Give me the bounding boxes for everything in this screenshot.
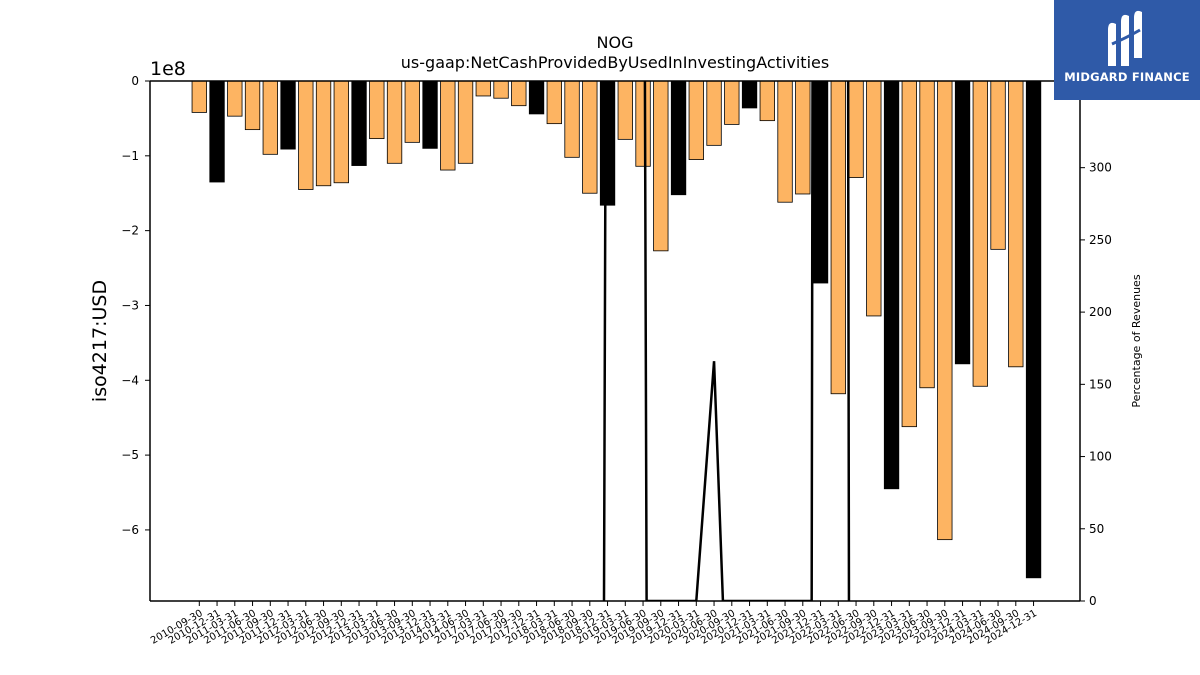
axes: 0−1−2−3−4−5−60501001502002503002010-09-3… <box>121 74 1112 647</box>
y-axis-label: iso4217:USD <box>89 280 111 402</box>
bar <box>440 80 456 171</box>
bar <box>919 80 935 389</box>
y-tick-label: 0 <box>131 74 139 88</box>
bar <box>617 80 633 140</box>
y-tick-label: −4 <box>121 373 139 387</box>
bar <box>937 80 953 541</box>
bar <box>741 80 758 109</box>
bar <box>386 80 403 164</box>
bar <box>262 80 278 155</box>
y2-tick-label: 50 <box>1089 522 1104 536</box>
bar <box>546 80 562 125</box>
line-series <box>602 81 851 601</box>
y2-tick-label: 200 <box>1089 305 1112 319</box>
bar <box>812 80 829 284</box>
bar <box>351 80 367 166</box>
bar <box>635 80 651 167</box>
bar <box>670 80 687 196</box>
y-tick-label: −6 <box>121 523 139 537</box>
bar <box>298 80 314 190</box>
y2-tick-label: 0 <box>1089 594 1097 608</box>
bar <box>457 80 474 164</box>
bar <box>848 80 864 178</box>
bar <box>599 80 616 206</box>
bar <box>1008 80 1024 368</box>
y2-tick-label: 100 <box>1089 450 1112 464</box>
y2-tick-label: 250 <box>1089 233 1112 247</box>
bar <box>866 80 882 317</box>
bar <box>1025 80 1042 579</box>
bar <box>511 80 527 107</box>
bar <box>244 80 261 131</box>
y-tick-label: −5 <box>121 448 139 462</box>
bar <box>564 80 580 158</box>
bar <box>528 80 545 115</box>
bar <box>582 80 598 194</box>
bar <box>191 80 207 113</box>
brand-logo: MIDGARD FINANCE <box>1054 0 1200 100</box>
chart-subtitle: us-gaap:NetCashProvidedByUsedInInvesting… <box>401 53 829 72</box>
bar <box>795 80 811 195</box>
logo-text: MIDGARD FINANCE <box>1064 70 1190 84</box>
y2-tick-label: 300 <box>1089 161 1112 175</box>
bar <box>227 80 243 117</box>
bar <box>653 80 669 252</box>
chart-title: NOG <box>597 33 634 52</box>
bar <box>724 80 740 125</box>
y-tick-label: −3 <box>121 298 139 312</box>
y2-tick-label: 150 <box>1089 377 1112 391</box>
bar <box>990 80 1006 250</box>
bar <box>404 80 420 143</box>
y-tick-label: −1 <box>121 149 139 163</box>
bar <box>369 80 385 140</box>
bar <box>209 80 225 183</box>
bar <box>883 80 900 490</box>
bars <box>191 80 1042 579</box>
bar <box>688 80 704 160</box>
y-axis-multiplier: 1e8 <box>150 58 186 80</box>
line-layer <box>602 81 851 601</box>
bar <box>493 80 509 99</box>
bar <box>830 80 846 395</box>
bar <box>706 80 722 146</box>
logo-mark-icon <box>1108 10 1142 66</box>
y2-axis-label: Percentage of Revenues <box>1130 274 1143 407</box>
bar <box>315 80 332 187</box>
y-tick-label: −2 <box>121 224 139 238</box>
bar <box>280 80 296 150</box>
bar <box>333 80 349 184</box>
bar <box>972 80 988 387</box>
bar <box>475 80 491 97</box>
bar <box>759 80 775 122</box>
bar <box>954 80 971 365</box>
bar <box>777 80 793 203</box>
bar <box>901 80 917 428</box>
bar <box>422 80 438 149</box>
